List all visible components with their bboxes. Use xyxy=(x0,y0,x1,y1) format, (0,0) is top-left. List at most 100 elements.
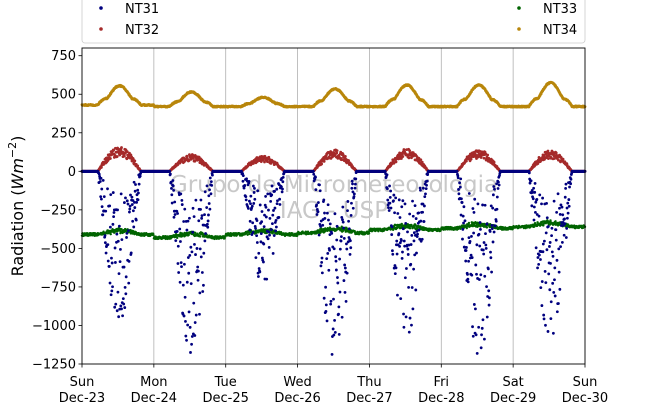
nt33-point xyxy=(109,232,112,236)
nt33-point xyxy=(465,226,468,230)
nt31-point xyxy=(210,183,214,187)
nt33-point xyxy=(479,225,482,228)
nt31-point xyxy=(126,202,130,206)
nt32-point xyxy=(133,159,137,163)
nt31-point xyxy=(208,207,212,211)
nt32-point xyxy=(115,155,119,158)
nt31-point xyxy=(178,227,182,231)
nt31-point xyxy=(183,262,186,266)
nt31-point xyxy=(110,256,113,260)
nt33-point xyxy=(157,237,160,240)
nt31-point xyxy=(176,212,179,215)
nt31-point xyxy=(135,200,139,204)
nt31-point xyxy=(126,229,130,233)
nt31-point xyxy=(133,189,137,193)
nt31-point xyxy=(333,319,336,322)
nt32-point xyxy=(482,156,486,160)
nt33-point xyxy=(536,221,539,224)
nt31-point xyxy=(192,215,196,218)
nt33-point xyxy=(340,227,343,230)
nt31-point xyxy=(116,239,120,243)
nt31-point xyxy=(107,265,111,268)
nt31-point xyxy=(320,271,324,275)
data-points xyxy=(80,80,587,356)
nt33-point xyxy=(467,221,471,225)
nt31-point xyxy=(193,321,197,324)
nt31-point xyxy=(131,209,135,213)
nt31-point xyxy=(318,189,322,193)
nt31-point xyxy=(335,224,339,228)
nt31-point xyxy=(115,309,119,313)
nt31-point xyxy=(269,228,273,231)
nt31-point xyxy=(333,212,337,216)
nt31-point xyxy=(311,169,315,173)
nt32-point xyxy=(335,151,339,155)
nt31-point xyxy=(125,236,128,239)
nt31-point xyxy=(120,307,123,311)
nt31-point xyxy=(336,281,340,285)
nt31-point xyxy=(198,291,202,295)
nt31-point xyxy=(249,194,253,198)
nt31-point xyxy=(114,261,117,264)
nt31-point xyxy=(171,179,175,182)
nt31-point xyxy=(281,175,285,179)
nt31-point xyxy=(201,290,205,293)
nt31-point xyxy=(202,283,205,287)
nt31-point xyxy=(134,183,137,186)
nt31-point xyxy=(248,199,251,203)
nt31-point xyxy=(351,206,355,210)
nt31-point xyxy=(260,220,264,224)
nt31-point xyxy=(351,182,354,186)
nt31-point xyxy=(209,180,213,184)
nt31-point xyxy=(172,189,176,192)
nt31-point xyxy=(252,202,256,205)
nt31-point xyxy=(331,327,335,331)
nt31-point xyxy=(180,265,183,269)
nt31-point xyxy=(113,305,117,309)
nt31-point xyxy=(116,208,119,212)
nt31-point xyxy=(196,265,200,269)
nt31-point xyxy=(99,176,103,180)
nt31-point xyxy=(255,241,259,244)
nt31-point xyxy=(334,259,338,263)
nt31-point xyxy=(197,219,201,223)
nt31-point xyxy=(350,186,354,190)
nt31-point xyxy=(190,335,194,338)
nt31-point xyxy=(199,198,203,202)
nt31-point xyxy=(333,330,337,334)
nt31-point xyxy=(130,203,134,206)
nt31-point xyxy=(257,251,261,255)
nt33-point xyxy=(152,233,155,237)
nt31-point xyxy=(268,217,272,220)
nt31-point xyxy=(184,334,188,338)
nt31-point xyxy=(131,219,135,223)
nt31-point xyxy=(352,195,356,199)
nt31-point xyxy=(258,270,262,274)
nt31-point xyxy=(251,230,255,234)
nt31-point xyxy=(275,187,279,191)
nt31-point xyxy=(129,251,133,255)
nt31-point xyxy=(180,203,184,206)
nt31-point xyxy=(262,225,266,229)
nt31-point xyxy=(271,252,275,255)
nt33-point xyxy=(199,235,202,238)
nt31-point xyxy=(349,246,353,250)
nt31-point xyxy=(335,238,339,242)
nt31-point xyxy=(338,290,342,294)
nt31-point xyxy=(260,210,264,213)
nt31-point xyxy=(188,253,192,257)
nt31-point xyxy=(132,225,136,229)
nt31-point xyxy=(267,208,270,212)
nt31-point xyxy=(117,272,121,276)
nt31-point xyxy=(350,179,354,183)
nt33-point xyxy=(408,227,412,230)
nt31-point xyxy=(179,192,183,196)
nt31-point xyxy=(274,225,278,229)
nt31-point xyxy=(341,218,344,222)
nt32-point xyxy=(343,154,347,158)
nt31-point xyxy=(336,276,339,279)
nt31-point xyxy=(125,231,129,235)
nt31-point xyxy=(104,209,108,213)
nt31-point xyxy=(190,250,194,254)
nt31-point xyxy=(243,184,247,187)
